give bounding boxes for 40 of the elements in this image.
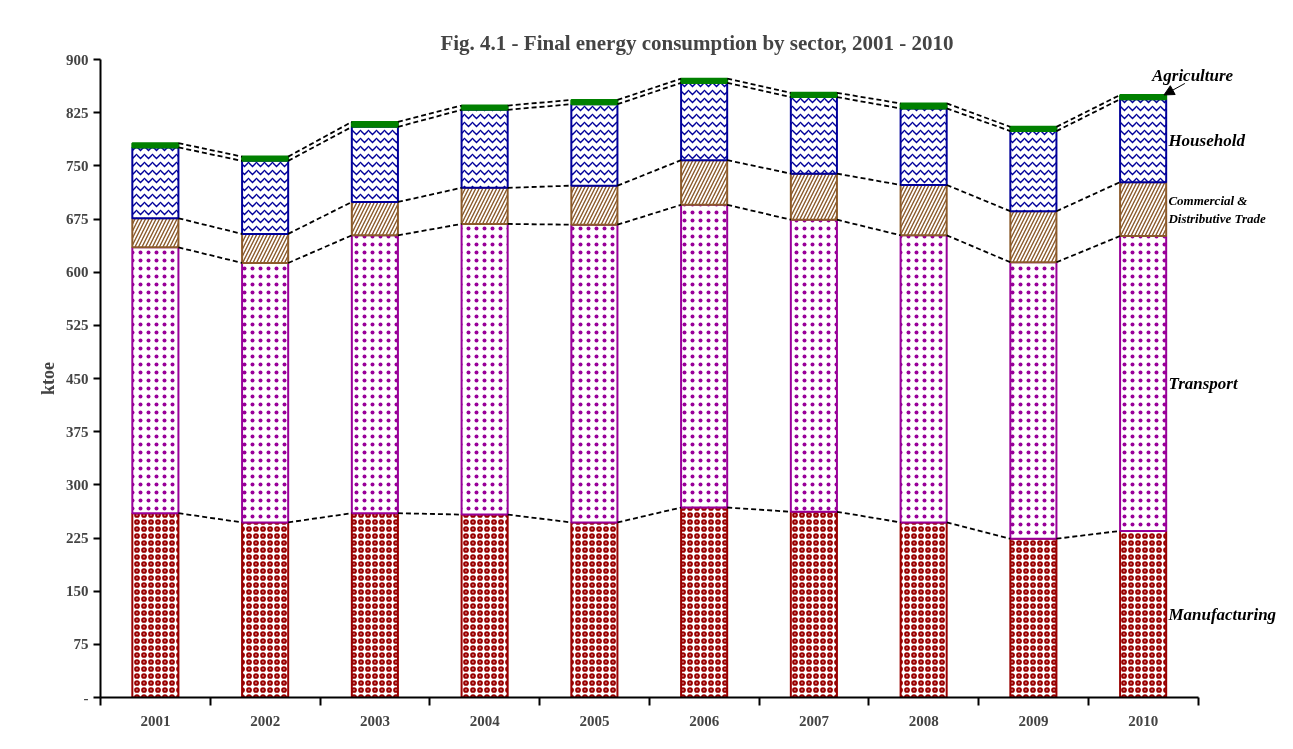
y-tick-label: 450	[66, 370, 89, 387]
x-tick-label: 2002	[250, 712, 281, 729]
bar	[1009, 125, 1058, 133]
x-tick-label: 2010	[1128, 712, 1159, 729]
x-tick-label: 2005	[579, 712, 610, 729]
bar	[460, 104, 509, 111]
bar	[899, 102, 948, 110]
y-tick-label: 375	[66, 423, 89, 440]
x-tick-label: 2009	[1018, 712, 1049, 729]
bar	[350, 120, 399, 128]
bar	[241, 155, 290, 162]
y-tick-label: 300	[66, 476, 89, 493]
series-label: Manufacturing	[1167, 604, 1277, 624]
y-tick-label: -	[83, 689, 89, 706]
x-tick-label: 2006	[689, 712, 720, 729]
y-tick-label: 225	[66, 530, 89, 546]
x-tick-label: 2008	[908, 712, 939, 729]
y-tick-label: 825	[66, 104, 89, 121]
y-axis-title: ktoe	[38, 361, 58, 395]
bar	[1119, 93, 1168, 101]
bar	[680, 77, 729, 84]
y-tick-label: 900	[66, 51, 89, 68]
y-tick-label: 750	[66, 157, 89, 174]
y-tick-label: 75	[73, 636, 89, 653]
bar	[131, 142, 180, 149]
bar	[570, 98, 619, 106]
x-tick-label: 2003	[359, 712, 390, 729]
y-tick-label: 675	[66, 211, 89, 227]
bar	[789, 91, 838, 99]
series-label: Commercial & Distributive Trade	[1167, 192, 1266, 226]
series-label: Agriculture	[1150, 66, 1234, 86]
series-label: Household	[1167, 131, 1246, 151]
x-tick-label: 2001	[140, 712, 171, 729]
x-tick-label: 2004	[469, 712, 501, 729]
y-tick-label: 525	[66, 317, 89, 334]
y-tick-label: 600	[66, 264, 89, 281]
chart-title: Fig. 4.1 - Final energy consumption by sector, 2001 - 2010	[440, 30, 954, 55]
series-label: Transport	[1168, 373, 1239, 393]
x-tick-label: 2007	[798, 712, 830, 729]
y-tick-label: 150	[66, 583, 89, 600]
